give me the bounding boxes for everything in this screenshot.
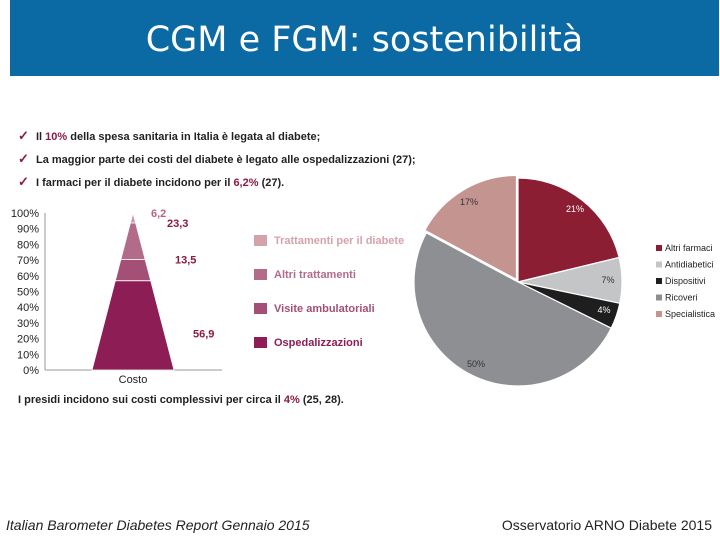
pie-legend-swatch — [656, 278, 662, 284]
pyramid-segment — [114, 259, 152, 282]
legend-swatch — [254, 235, 267, 246]
y-tick-label: 10% — [17, 349, 39, 361]
pie-legend-swatch — [656, 311, 662, 317]
pie-legend-label: Dispositivi — [665, 276, 706, 286]
title-bar: CGM e FGM: sostenibilità — [10, 0, 719, 76]
pie-slice — [413, 232, 612, 387]
y-tick-label: 60% — [17, 271, 39, 283]
legend-swatch — [254, 337, 267, 348]
pyramid-value-label: 6,2 — [151, 208, 166, 220]
y-tick-label: 40% — [17, 302, 39, 314]
legend-label: Ospedalizzazioni — [274, 337, 363, 349]
footer-org: Osservatorio ARNO Diabete 2015 — [501, 517, 712, 533]
y-tick-label: 20% — [17, 334, 39, 346]
y-tick-label: 70% — [17, 255, 39, 267]
pie-legend-label: Specialistica — [665, 309, 715, 319]
pyramid-segment — [91, 280, 175, 371]
bullet-text: Il 10% della spesa sanitaria in Italia è… — [36, 131, 321, 143]
check-icon: ✓ — [18, 174, 29, 189]
pie-legend-swatch — [656, 294, 662, 301]
y-tick-label: 90% — [17, 224, 39, 236]
pyramid-segment — [129, 212, 137, 224]
pie-value-label: 17% — [460, 197, 478, 207]
pie-value-label: 4% — [597, 305, 610, 315]
y-tick-label: 30% — [17, 318, 39, 330]
bullet-text: La maggior parte dei costi del diabete è… — [36, 154, 416, 166]
x-axis-label: Costo — [119, 374, 148, 386]
y-tick-label: 0% — [23, 365, 39, 377]
y-tick-label: 50% — [17, 287, 39, 299]
pyramid-value-label: 23,3 — [167, 218, 188, 230]
pie-legend-label: Antidiabetici — [665, 260, 714, 270]
legend-label: Visite ambulatoriali — [274, 303, 375, 315]
footer-source: Italian Barometer Diabetes Report Gennai… — [6, 517, 310, 533]
pie-value-label: 7% — [601, 275, 614, 285]
pie-chart: 21% 7% 4% 50% 17% Altri farmaci Antidiabetici D… — [413, 174, 715, 387]
pyramid-segment — [120, 222, 146, 260]
legend-label: Trattamenti per il diabete — [274, 235, 404, 247]
footnote: I presidi incidono sui costi complessivi… — [18, 394, 344, 406]
legend-label: Altri trattamenti — [274, 269, 356, 281]
pie-legend-label: Ricoveri — [665, 293, 698, 303]
legend-swatch — [254, 269, 267, 280]
pie-value-label: 50% — [467, 359, 485, 369]
pie-slice — [517, 177, 620, 283]
pie-legend-label: Altri farmaci — [665, 243, 713, 253]
pie-slice — [423, 174, 518, 281]
check-icon: ✓ — [18, 128, 29, 143]
pyramid-value-label: 13,5 — [175, 254, 196, 266]
check-icon: ✓ — [18, 151, 29, 166]
pyramid-chart: 0% 10% 20% 30% 40% 50% 60% 70% 80% 90% 100% Costo 56… — [11, 208, 404, 386]
pie-legend-swatch — [656, 261, 662, 268]
y-tick-label: 100% — [11, 208, 39, 220]
pyramid-value-label: 56,9 — [193, 328, 214, 340]
slide-title: CGM e FGM: sostenibilità — [145, 20, 584, 60]
y-tick-label: 80% — [17, 239, 39, 251]
pie-legend-swatch — [656, 245, 662, 251]
pie-value-label: 21% — [566, 204, 584, 214]
bullet-text: I farmaci per il diabete incidono per il… — [36, 177, 285, 189]
legend-swatch — [254, 303, 267, 314]
